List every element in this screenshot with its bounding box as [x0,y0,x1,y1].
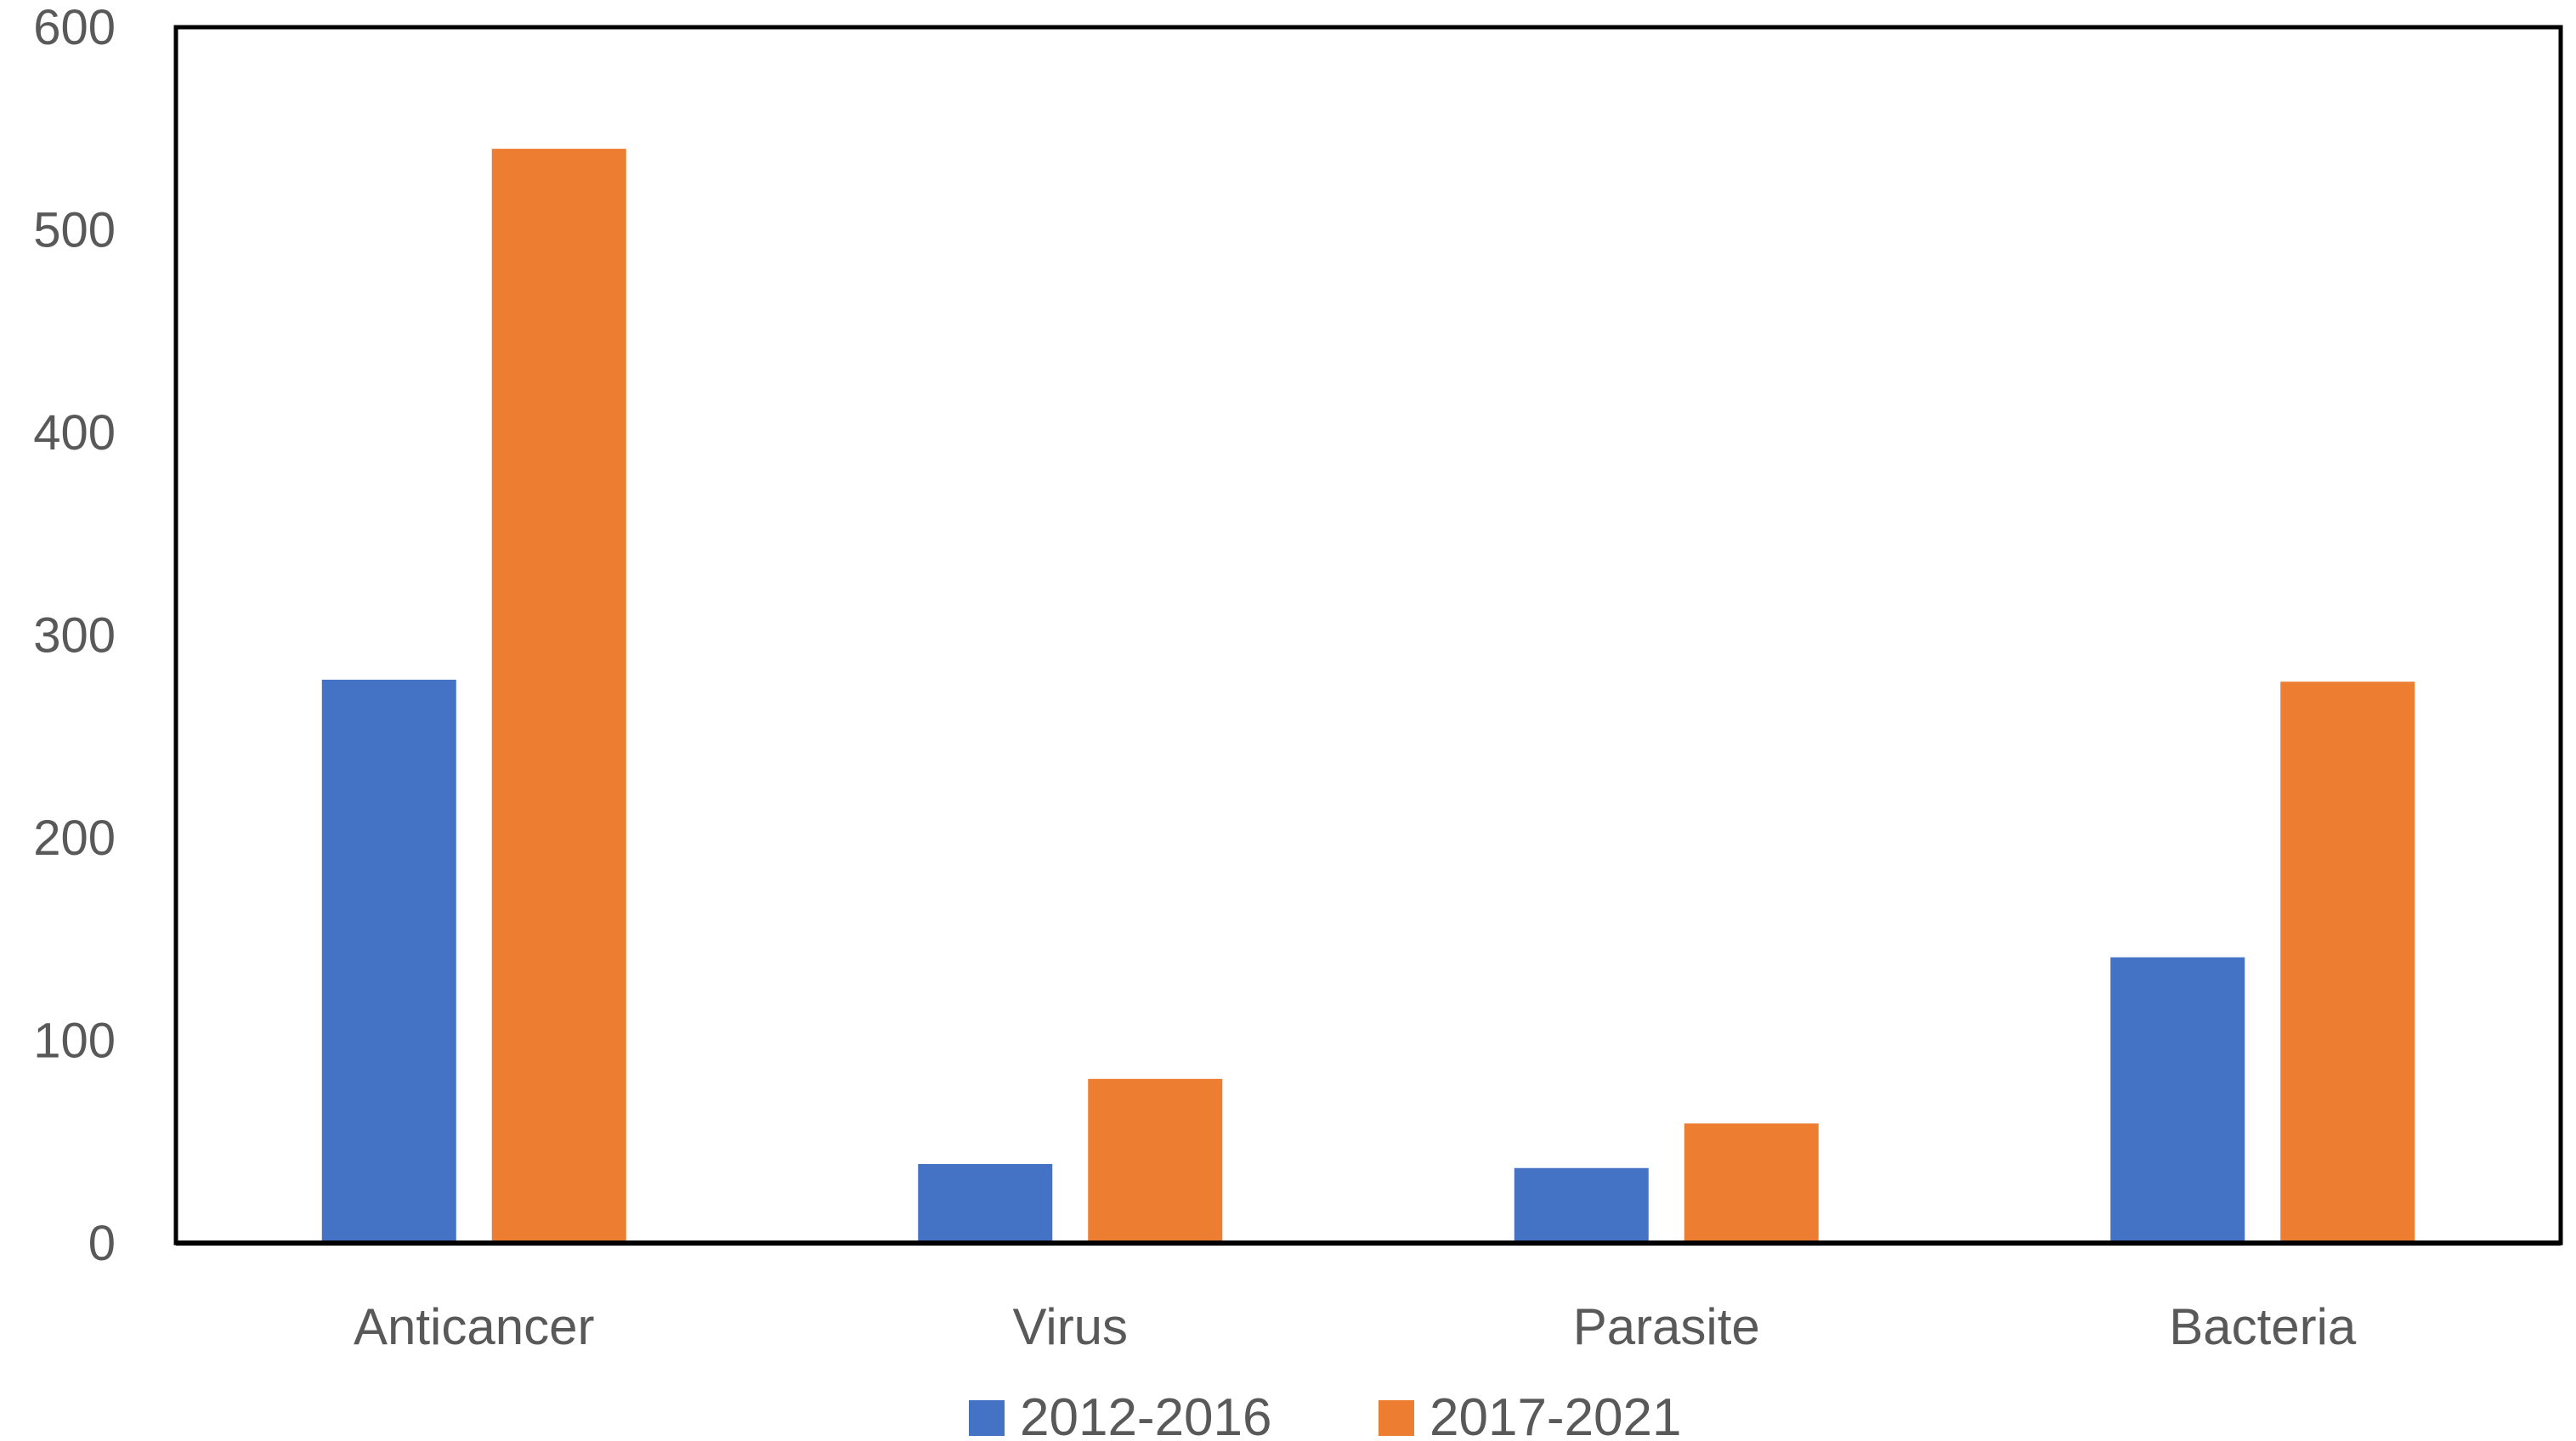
bar-virus-2012-2016 [918,1163,1053,1243]
bar-anticancer-2017-2021 [491,149,626,1244]
legend-label: 2017-2021 [1430,1388,1682,1441]
x-category-label: Parasite [1573,1298,1760,1355]
y-tick-label: 200 [33,811,116,866]
bar-parasite-2012-2016 [1514,1167,1649,1243]
y-tick-label: 400 [33,405,116,461]
legend-label: 2012-2016 [1020,1388,1272,1441]
legend-swatch [969,1400,1005,1436]
x-category-label: Virus [1012,1298,1128,1355]
plot-area [173,25,2563,1246]
legend: 2012-2016 2017-2021 [969,1388,1682,1441]
bar-bacteria-2017-2021 [2280,681,2415,1243]
y-tick-label: 600 [33,0,116,55]
y-tick-label: 100 [33,1014,116,1069]
bar-virus-2017-2021 [1088,1078,1223,1243]
y-tick-label: 0 [88,1216,116,1271]
x-category-label: Anticancer [354,1298,594,1355]
bar-bacteria-2012-2016 [2110,957,2245,1243]
legend-swatch [1379,1400,1414,1436]
y-axis-tick-labels: 0 100 200 300 400 500 600 [33,0,116,1271]
y-tick-label: 300 [33,608,116,664]
x-category-label: Bacteria [2169,1298,2357,1355]
y-tick-label: 500 [33,203,116,258]
bars [321,149,2415,1244]
bar-anticancer-2012-2016 [321,679,456,1243]
x-axis-category-labels: Anticancer Virus Parasite Bacteria [354,1298,2357,1355]
bar-parasite-2017-2021 [1684,1123,1819,1243]
